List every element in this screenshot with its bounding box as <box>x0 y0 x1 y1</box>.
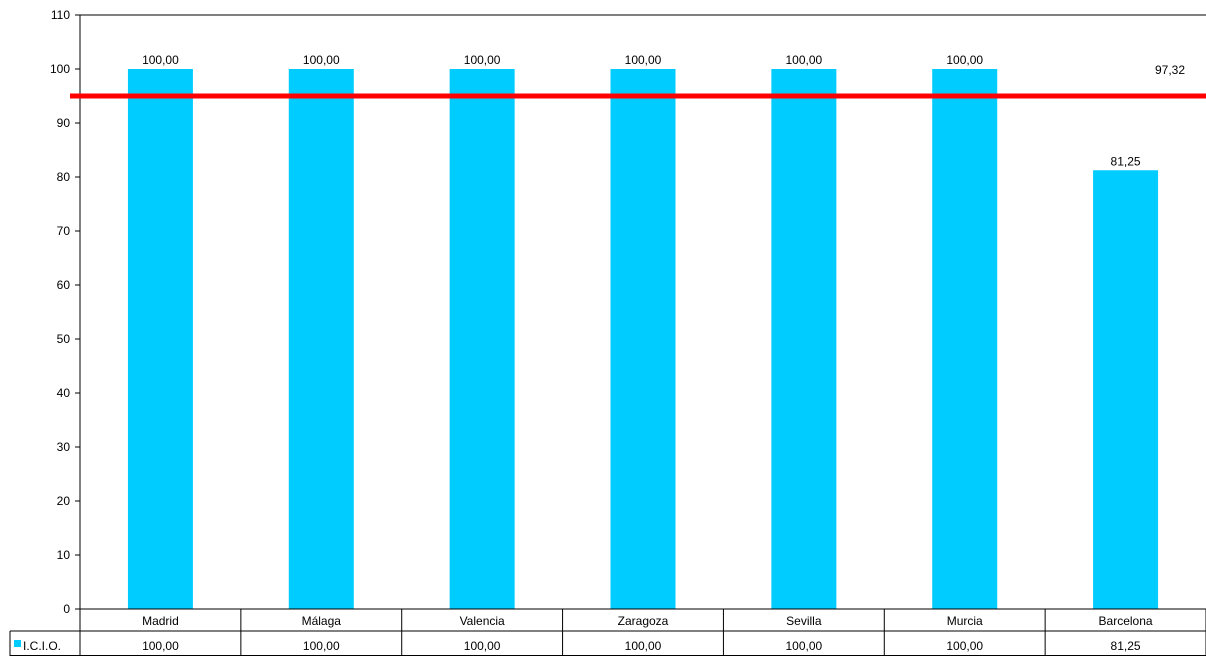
bar <box>932 69 998 609</box>
category-label: Málaga <box>302 614 342 628</box>
y-tick-label: 60 <box>57 278 71 292</box>
data-label: 100,00 <box>303 53 340 67</box>
category-label: Sevilla <box>786 614 822 628</box>
bars: 100,00 100,00 100,00 100,00 100,00 100,00 81,2… <box>127 53 1159 609</box>
table-value: 100,00 <box>142 639 179 653</box>
category-label: Zaragoza <box>618 614 669 628</box>
y-tick-label: 70 <box>57 224 71 238</box>
data-label: 100,00 <box>786 53 823 67</box>
category-label: Valencia <box>460 614 505 628</box>
table-value: 100,00 <box>303 639 340 653</box>
data-label: 100,00 <box>625 53 662 67</box>
y-tick-label: 40 <box>57 386 71 400</box>
table-value: 100,00 <box>464 639 501 653</box>
category-label: Murcia <box>947 614 983 628</box>
table-value: 100,00 <box>946 639 983 653</box>
y-tick-label: 50 <box>57 332 71 346</box>
data-label: 81,25 <box>1111 154 1141 168</box>
bar <box>127 69 193 609</box>
y-tick-label: 0 <box>63 602 70 616</box>
bar <box>771 69 837 609</box>
legend-swatch <box>14 640 21 647</box>
table-value: 100,00 <box>786 639 823 653</box>
data-table: Madrid 100,00 Málaga 100,00 Valencia 100,00 Za… <box>9 608 1206 656</box>
y-tick-label: 10 <box>57 548 71 562</box>
table-value: 81,25 <box>1111 639 1141 653</box>
y-tick-label: 80 <box>57 170 71 184</box>
data-label: 100,00 <box>142 53 179 67</box>
y-tick-label: 110 <box>51 8 70 22</box>
category-label: Barcelona <box>1099 614 1153 628</box>
y-tick-label: 30 <box>57 440 71 454</box>
bar <box>449 69 515 609</box>
data-label: 100,00 <box>464 53 501 67</box>
y-tick-label: 20 <box>57 494 71 508</box>
category-label: Madrid <box>142 614 179 628</box>
y-axis: 0 10 20 30 40 50 60 70 80 90 100 110 <box>50 8 1206 616</box>
bar <box>610 69 676 609</box>
reference-line-label: 97,32 <box>1155 63 1185 77</box>
table-value: 100,00 <box>625 639 662 653</box>
y-tick-label: 90 <box>57 116 71 130</box>
y-tick-label: 100 <box>50 62 70 76</box>
bar <box>288 69 354 609</box>
data-label: 100,00 <box>946 53 983 67</box>
legend-label: I.C.I.O. <box>23 639 61 653</box>
reference-line-group: 97,32 <box>70 63 1206 99</box>
bar <box>1093 170 1159 609</box>
